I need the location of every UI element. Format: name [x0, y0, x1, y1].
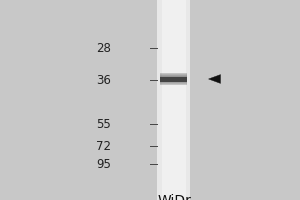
Bar: [160, 76, 188, 82]
Text: WiDr: WiDr: [157, 194, 191, 200]
Bar: [158, 0, 190, 200]
Bar: [160, 75, 188, 83]
Text: 28: 28: [96, 42, 111, 54]
Bar: [160, 73, 188, 85]
Polygon shape: [208, 75, 220, 83]
Text: 95: 95: [96, 158, 111, 170]
Bar: [160, 73, 188, 84]
Text: 72: 72: [96, 140, 111, 152]
Bar: [162, 0, 186, 200]
Text: 55: 55: [96, 117, 111, 130]
Bar: [160, 76, 188, 82]
Text: 36: 36: [96, 73, 111, 86]
Bar: [160, 74, 188, 84]
